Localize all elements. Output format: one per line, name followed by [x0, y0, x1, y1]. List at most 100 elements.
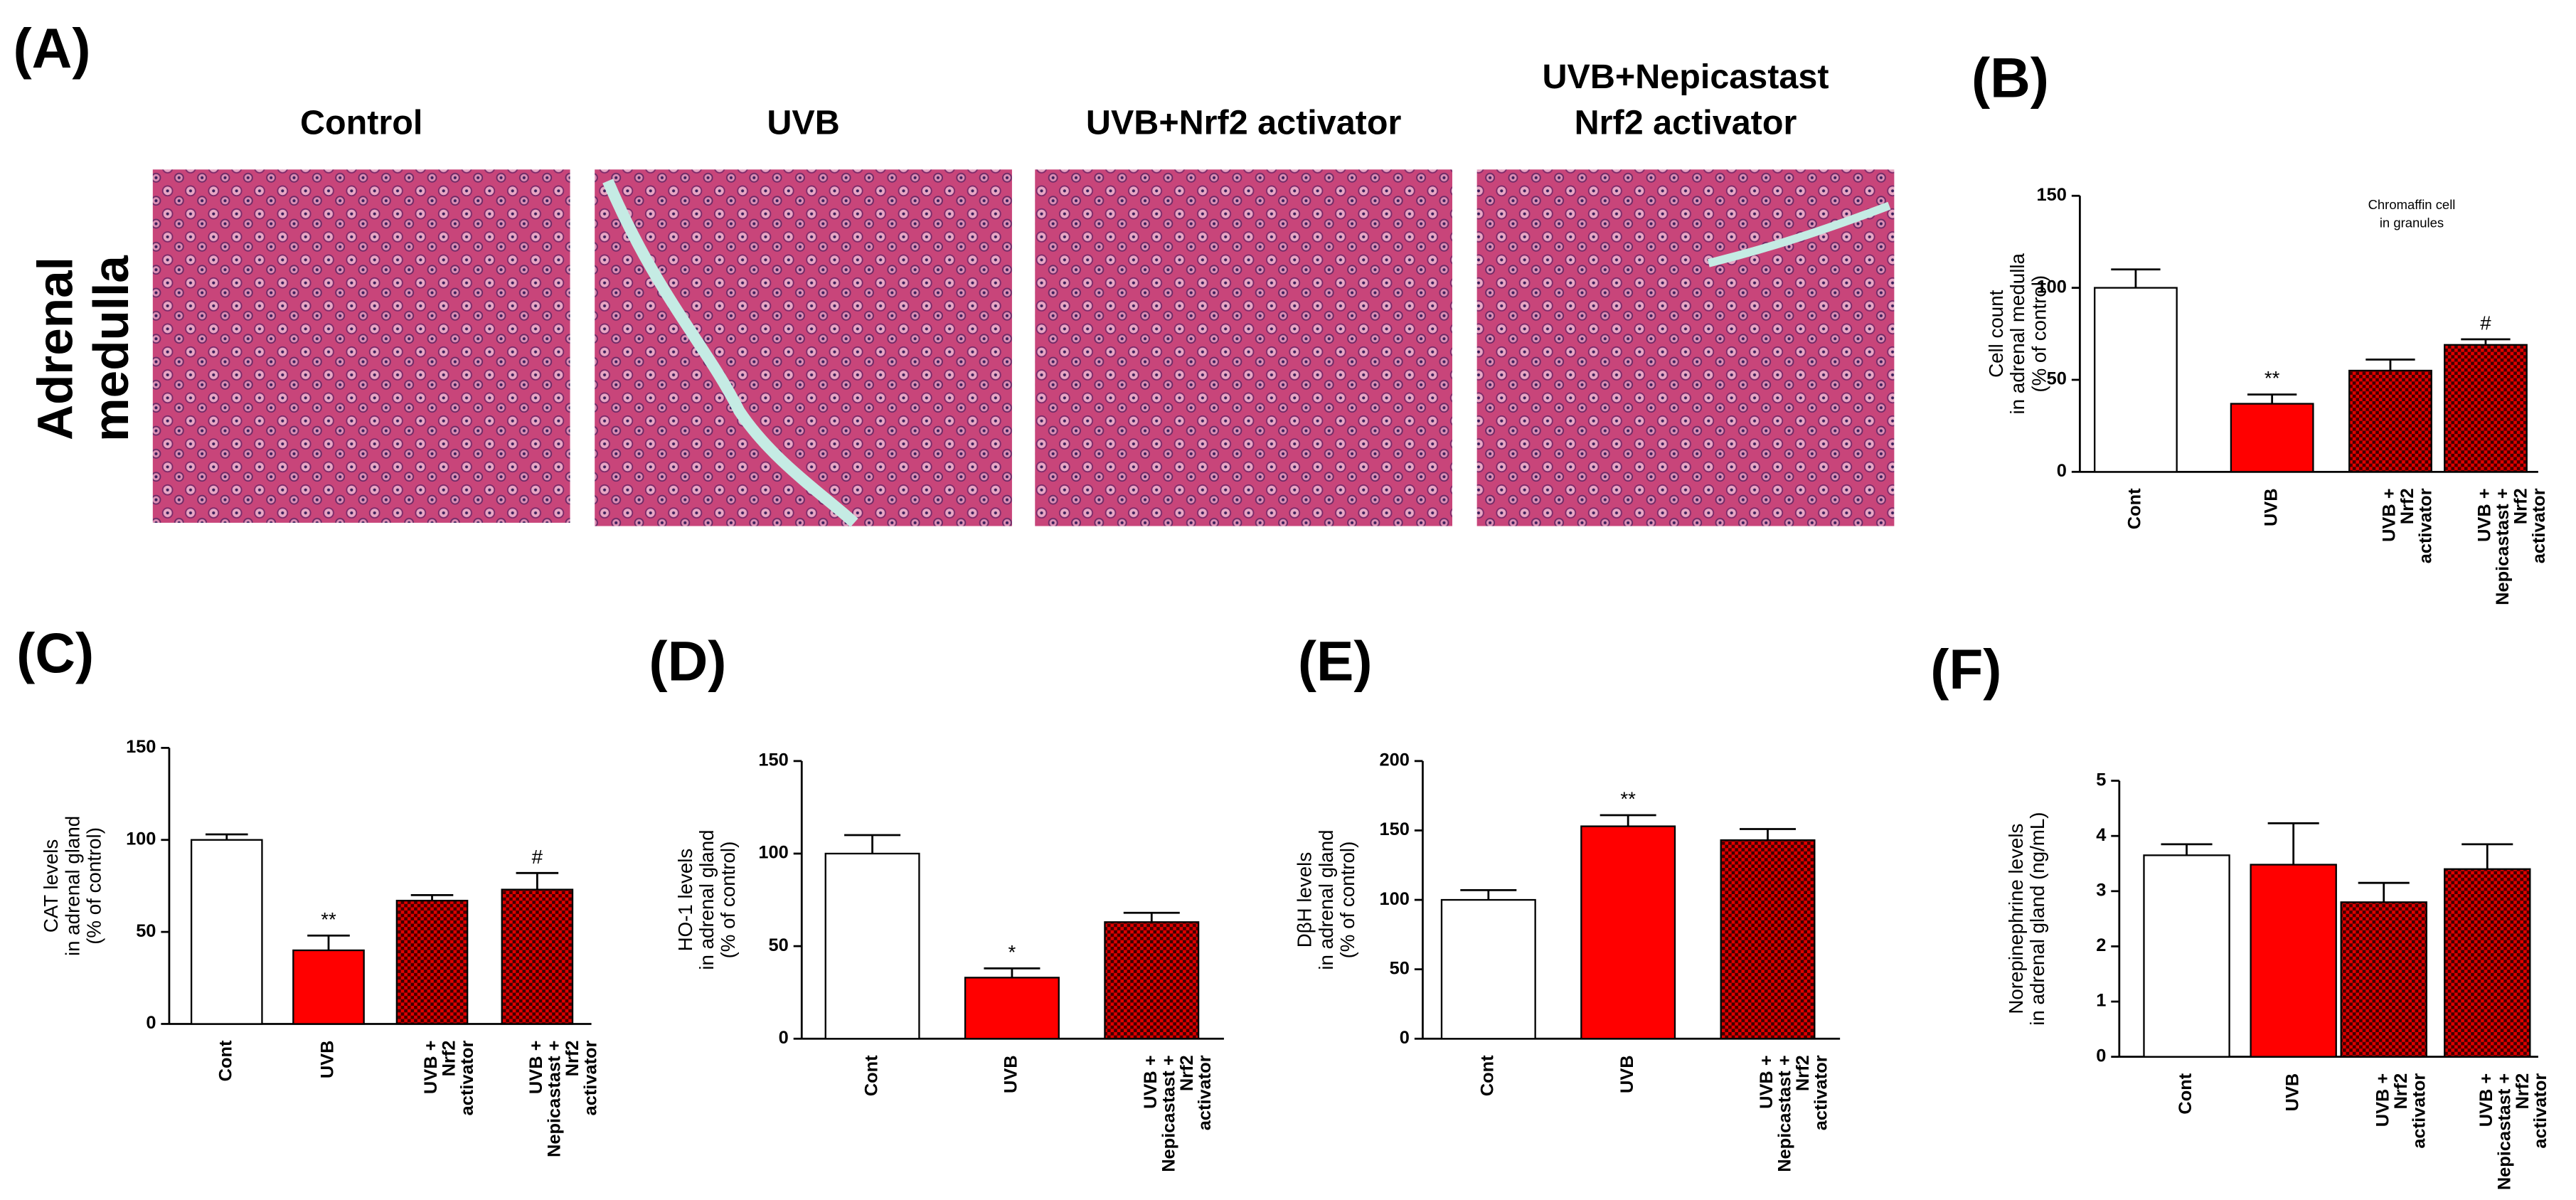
x-tick-label: UVB + [1141, 1055, 1161, 1109]
y-axis-label: in adrenal gland [696, 829, 718, 970]
panel-label: (B) [1971, 47, 2049, 110]
y-axis-label: DβH levels [1294, 852, 1316, 947]
micrograph [1035, 169, 1452, 526]
y-tick-label: 50 [2047, 369, 2067, 389]
image-title: Nrf2 activator [1575, 104, 1797, 142]
y-tick-label: 150 [1380, 819, 1410, 839]
x-tick-label: Cont [861, 1055, 881, 1096]
vessel [1707, 201, 1891, 267]
bar [2348, 369, 2432, 473]
significance-mark: ** [2264, 367, 2280, 389]
y-tick-label: 0 [2057, 461, 2067, 481]
bar [1440, 898, 1536, 1040]
y-tick-label: 200 [1380, 750, 1410, 770]
bar [501, 888, 574, 1025]
bar [1580, 825, 1676, 1040]
y-tick-label: 1 [2096, 991, 2106, 1011]
note: Chromaffin cell [2368, 197, 2456, 212]
x-tick-label: Nepicastast + [2494, 1073, 2514, 1190]
y-tick-label: 2 [2096, 935, 2106, 955]
x-tick-label: Nepicastast + [2493, 488, 2513, 605]
x-tick-label: Nrf2 [2397, 488, 2417, 524]
x-tick-label: UVB [318, 1041, 338, 1079]
y-axis-label: in adrenal medulla [2006, 253, 2028, 415]
significance-mark: # [532, 846, 543, 868]
x-tick-label: activator [580, 1040, 600, 1115]
x-tick-label: Nrf2 [440, 1041, 459, 1077]
x-tick-label: Nepicastast + [1159, 1055, 1178, 1172]
x-tick-label: Nrf2 [1793, 1055, 1813, 1091]
image-title: UVB [767, 104, 839, 142]
bar [292, 949, 365, 1025]
bar [2444, 868, 2531, 1058]
y-tick-label: 0 [146, 1013, 156, 1033]
row-label: Adrenal [27, 257, 83, 440]
x-tick-label: UVB + [2380, 488, 2400, 542]
bar [2143, 854, 2230, 1058]
bar [2444, 344, 2528, 473]
panel-label: (C) [16, 622, 94, 684]
bar [2250, 864, 2337, 1058]
bar [2340, 901, 2427, 1058]
y-axis-label: (% of control) [717, 841, 739, 959]
bar [1104, 921, 1200, 1040]
y-axis-label: in adrenal gland [1315, 829, 1337, 970]
y-tick-label: 0 [779, 1028, 789, 1048]
x-tick-label: UVB [1617, 1055, 1637, 1093]
y-axis-label: (% of control) [1336, 841, 1358, 959]
x-tick-label: activator [2415, 488, 2435, 563]
y-tick-label: 100 [758, 843, 788, 863]
y-tick-label: 100 [1380, 889, 1410, 909]
y-axis-label: HO-1 levels [674, 849, 696, 952]
x-tick-label: Nrf2 [2513, 1073, 2533, 1110]
bar [190, 839, 263, 1025]
y-tick-label: 100 [126, 829, 156, 849]
x-tick-label: activator [2529, 488, 2549, 563]
y-tick-label: 50 [136, 921, 156, 941]
y-axis-label: in adrenal gland [61, 816, 83, 956]
x-tick-label: UVB + [2475, 488, 2495, 542]
bar [824, 852, 920, 1040]
vessel [602, 179, 858, 527]
y-axis-label: Cell count [1985, 290, 2007, 377]
significance-mark: * [1008, 941, 1016, 963]
x-tick-label: UVB + [526, 1041, 546, 1095]
y-axis-label: in adrenal gland (ng/mL) [2026, 812, 2048, 1025]
y-axis-label: CAT levels [40, 839, 62, 933]
panel-label: (F) [1930, 638, 2001, 701]
y-tick-label: 150 [758, 750, 788, 770]
significance-mark: # [2480, 312, 2491, 334]
x-tick-label: Cont [2125, 488, 2145, 529]
row-label: medulla [83, 255, 139, 442]
x-tick-label: activator [1195, 1055, 1215, 1130]
x-tick-label: Nrf2 [2511, 488, 2530, 524]
micrograph [595, 169, 1012, 526]
y-tick-label: 4 [2096, 825, 2106, 845]
y-tick-label: 150 [126, 737, 156, 757]
x-tick-label: Nrf2 [2391, 1073, 2411, 1110]
panel-label: (E) [1298, 630, 1373, 693]
x-tick-label: Cont [1478, 1055, 1498, 1096]
panel-label: (A) [13, 17, 90, 80]
y-tick-label: 150 [2037, 185, 2067, 205]
x-tick-label: UVB + [2373, 1073, 2393, 1127]
x-tick-label: UVB [2261, 488, 2281, 526]
bar [964, 977, 1060, 1040]
y-tick-label: 50 [769, 935, 789, 955]
x-tick-label: UVB + [2476, 1073, 2496, 1127]
x-tick-label: activator [2530, 1073, 2550, 1149]
x-tick-label: Nepicastast + [544, 1041, 564, 1157]
bar [2230, 403, 2314, 473]
x-tick-label: activator [457, 1040, 477, 1115]
image-title: UVB+Nrf2 activator [1086, 104, 1402, 142]
panel-label: (D) [649, 630, 726, 693]
bar [1720, 839, 1816, 1040]
y-tick-label: 0 [1400, 1028, 1410, 1048]
x-tick-label: Cont [215, 1040, 235, 1081]
y-tick-label: 0 [2096, 1046, 2106, 1066]
image-title: UVB+Nepicastast [1543, 58, 1829, 96]
x-tick-label: activator [1811, 1055, 1831, 1130]
y-tick-label: 3 [2096, 881, 2106, 901]
y-axis-label: (% of control) [83, 827, 105, 945]
